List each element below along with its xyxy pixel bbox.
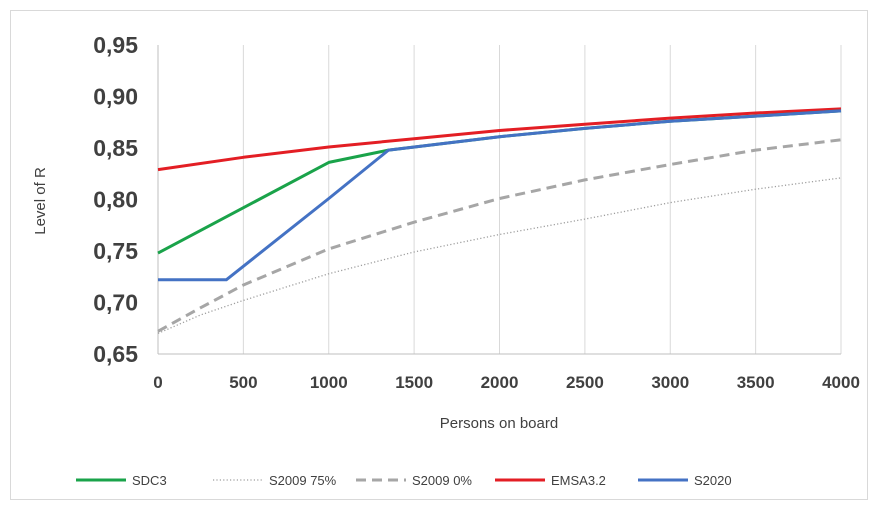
legend-label: EMSA3.2: [551, 473, 606, 488]
y-tick-label: 0,65: [93, 341, 138, 367]
series-lines: [157, 107, 842, 334]
x-tick-label: 500: [229, 373, 257, 392]
x-tick-label: 2500: [566, 373, 604, 392]
x-tick-label: 1500: [395, 373, 433, 392]
y-tick-label: 0,85: [93, 135, 138, 161]
chart-area: 0,95 0,90 0,85 0,80 0,75 0,70 0,65 0 500 1000 150…: [10, 10, 868, 500]
series-line-s2009-0-: [157, 138, 842, 333]
x-tick-label: 0: [153, 373, 162, 392]
legend-label: SDC3: [132, 473, 167, 488]
y-tick-label: 0,90: [93, 84, 138, 110]
legend-label: S2020: [694, 473, 732, 488]
x-tick-label: 2000: [481, 373, 519, 392]
gridlines: [242, 45, 842, 354]
series-line-s2009-75-: [157, 177, 842, 334]
y-axis-label: Level of R: [32, 167, 49, 235]
y-tick-label: 0,75: [93, 238, 138, 264]
legend-label: S2009 0%: [412, 473, 472, 488]
legend: SDC3 S2009 75% S2009 0% EMSA3.2 S2020: [76, 473, 732, 488]
y-tick-label: 0,70: [93, 290, 138, 316]
y-tick-label: 0,80: [93, 187, 138, 213]
line-chart: 0,95 0,90 0,85 0,80 0,75 0,70 0,65 0 500 1000 150…: [32, 32, 860, 488]
x-tick-label: 3000: [651, 373, 689, 392]
series-line-s2020: [158, 109, 842, 282]
axes: [157, 45, 841, 355]
series-line-emsa3-2: [157, 107, 842, 172]
x-tick-label: 4000: [822, 373, 860, 392]
x-tick-label: 1000: [310, 373, 348, 392]
x-axis-label: Persons on board: [440, 415, 558, 432]
x-tick-label: 3500: [737, 373, 775, 392]
y-tick-label: 0,95: [93, 32, 138, 58]
x-tick-labels: 0 500 1000 1500 2000 2500 3000 3500 4000: [153, 373, 860, 392]
y-tick-labels: 0,95 0,90 0,85 0,80 0,75 0,70 0,65: [93, 32, 138, 367]
legend-label: S2009 75%: [269, 473, 337, 488]
